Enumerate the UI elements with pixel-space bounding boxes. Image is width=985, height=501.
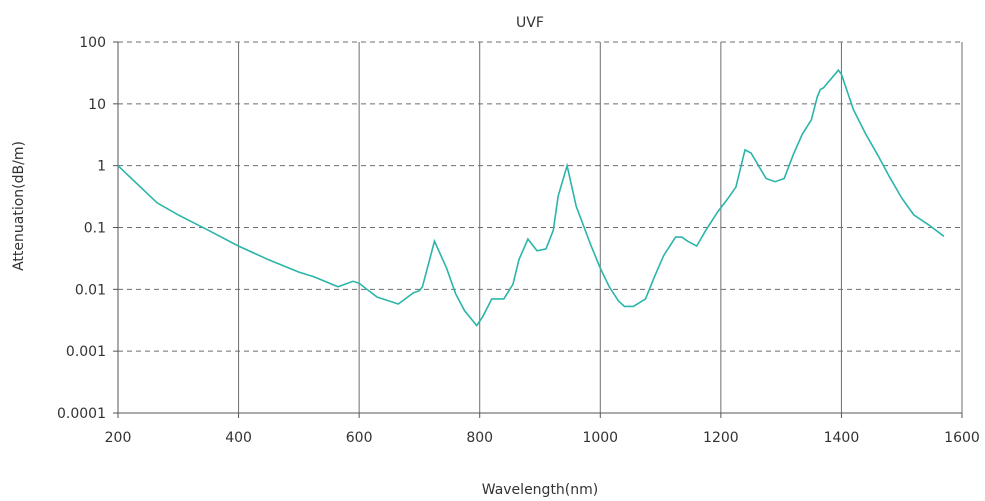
y-axis-ticks: 0.0001 0.001 0.01 0.1 1 10 100 xyxy=(57,35,118,422)
y-axis-label: Attenuation(dB/m) xyxy=(11,141,27,271)
x-axis-ticks: 200 400 600 800 1000 1200 1400 1600 xyxy=(105,413,980,446)
grid-lines xyxy=(118,41,963,413)
y-tick-label: 0.001 xyxy=(66,344,106,360)
y-tick-label: 1 xyxy=(97,159,106,175)
x-tick-label: 600 xyxy=(346,430,373,446)
x-tick-label: 800 xyxy=(466,430,493,446)
chart-title: UVF xyxy=(516,15,544,31)
x-tick-label: 1400 xyxy=(824,430,860,446)
x-tick-label: 1200 xyxy=(703,430,739,446)
y-tick-label: 0.0001 xyxy=(57,406,106,422)
attenuation-series-line xyxy=(117,68,945,327)
y-tick-label: 10 xyxy=(88,97,106,113)
x-tick-label: 1600 xyxy=(944,430,980,446)
x-tick-label: 1000 xyxy=(582,430,618,446)
y-tick-label: 0.01 xyxy=(75,282,106,298)
y-tick-label: 0.1 xyxy=(84,221,106,237)
x-axis-label: Wavelength(nm) xyxy=(482,482,598,498)
y-tick-label: 100 xyxy=(79,35,106,51)
x-tick-label: 200 xyxy=(105,430,132,446)
x-tick-label: 400 xyxy=(225,430,252,446)
